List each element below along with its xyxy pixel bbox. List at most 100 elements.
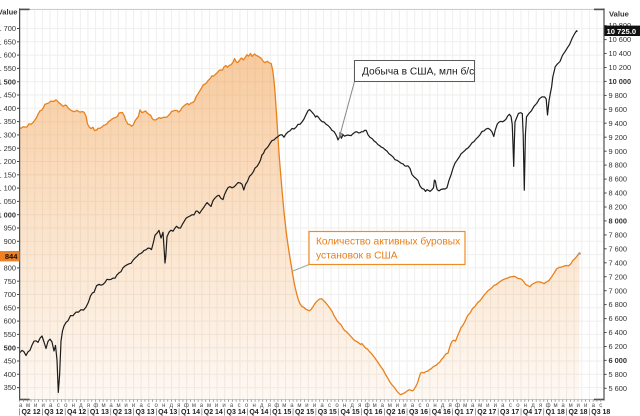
svg-text:ф: ф <box>455 403 460 409</box>
svg-text:|: | <box>201 409 203 416</box>
svg-text:|: | <box>247 409 249 416</box>
svg-text:10 200: 10 200 <box>609 63 632 72</box>
svg-text:450: 450 <box>4 357 16 366</box>
svg-text:м: м <box>569 403 573 409</box>
svg-text:н: н <box>433 403 436 409</box>
svg-text:Value: Value <box>609 10 629 19</box>
svg-text:|: | <box>269 409 271 416</box>
svg-text:9 000: 9 000 <box>609 147 628 156</box>
svg-text:Q3 16: Q3 16 <box>409 409 428 416</box>
svg-text:Q4 16: Q4 16 <box>432 409 451 416</box>
svg-text:|: | <box>155 409 157 416</box>
svg-text:Q1 17: Q1 17 <box>454 409 473 416</box>
svg-text:1 500: 1 500 <box>0 77 16 86</box>
svg-text:а: а <box>109 403 113 409</box>
svg-text:Q4 12: Q4 12 <box>67 409 86 416</box>
svg-text:|: | <box>566 409 568 416</box>
svg-text:н: н <box>72 403 75 409</box>
svg-text:6 200: 6 200 <box>609 342 628 351</box>
svg-text:Q3 12: Q3 12 <box>44 409 63 416</box>
svg-text:7 600: 7 600 <box>609 244 628 253</box>
svg-text:350: 350 <box>4 383 16 392</box>
svg-text:9 200: 9 200 <box>609 133 628 142</box>
svg-text:и: и <box>403 403 406 409</box>
svg-text:8 600: 8 600 <box>609 175 628 184</box>
svg-text:Q1 13: Q1 13 <box>90 409 109 416</box>
svg-text:8 800: 8 800 <box>609 161 628 170</box>
svg-text:600: 600 <box>4 317 16 326</box>
svg-text:9 400: 9 400 <box>609 119 628 128</box>
svg-text:а: а <box>200 403 204 409</box>
svg-text:900: 900 <box>4 237 16 246</box>
svg-text:ф: ф <box>93 403 98 409</box>
svg-text:о: о <box>64 403 68 409</box>
svg-text:ф: ф <box>365 403 370 409</box>
svg-text:н: н <box>524 403 527 409</box>
svg-text:д: д <box>441 403 445 409</box>
svg-text:|: | <box>383 409 385 416</box>
svg-text:500: 500 <box>4 343 16 352</box>
svg-text:Q2 13: Q2 13 <box>113 409 132 416</box>
svg-text:и: и <box>584 403 587 409</box>
svg-text:д: д <box>79 403 83 409</box>
svg-text:Q1 18: Q1 18 <box>546 409 565 416</box>
svg-text:Q2 17: Q2 17 <box>477 409 496 416</box>
svg-text:Количество активных буровых: Количество активных буровых <box>316 236 460 248</box>
svg-text:Q4 14: Q4 14 <box>249 409 268 416</box>
svg-text:Value: Value <box>0 8 18 17</box>
svg-text:о: о <box>516 403 520 409</box>
svg-text:и: и <box>42 403 45 409</box>
svg-text:1 100: 1 100 <box>0 184 16 193</box>
svg-text:Q2 18: Q2 18 <box>568 409 587 416</box>
svg-text:а: а <box>501 403 505 409</box>
svg-text:|: | <box>292 409 294 416</box>
svg-text:д: д <box>350 403 354 409</box>
svg-text:5 600: 5 600 <box>609 384 628 393</box>
svg-text:а: а <box>230 403 234 409</box>
svg-text:9 600: 9 600 <box>609 105 628 114</box>
svg-text:и: и <box>577 403 580 409</box>
svg-text:н: н <box>343 403 346 409</box>
svg-text:я: я <box>539 403 542 409</box>
svg-text:7 800: 7 800 <box>609 231 628 240</box>
svg-text:а: а <box>320 403 324 409</box>
svg-text:Q3 13: Q3 13 <box>135 409 154 416</box>
svg-text:с: с <box>147 403 150 409</box>
svg-text:Q4 13: Q4 13 <box>158 409 177 416</box>
svg-text:м: м <box>463 403 467 409</box>
svg-text:и: и <box>34 403 37 409</box>
svg-text:400: 400 <box>4 370 16 379</box>
svg-text:1 300: 1 300 <box>0 131 16 140</box>
svg-text:ф: ф <box>184 403 189 409</box>
svg-text:а: а <box>19 403 23 409</box>
svg-text:а: а <box>290 403 294 409</box>
svg-text:Q3 18: Q3 18 <box>591 409 610 416</box>
svg-text:|: | <box>87 409 89 416</box>
svg-text:с: с <box>509 403 512 409</box>
svg-text:10 400: 10 400 <box>609 49 632 58</box>
svg-text:8 000: 8 000 <box>609 217 628 226</box>
svg-text:м: м <box>26 403 30 409</box>
svg-text:1 350: 1 350 <box>0 117 16 126</box>
svg-text:1 550: 1 550 <box>0 64 16 73</box>
svg-text:|: | <box>338 409 340 416</box>
svg-text:Q2 12: Q2 12 <box>21 409 40 416</box>
svg-text:|: | <box>474 409 476 416</box>
svg-text:Q1 15: Q1 15 <box>272 409 291 416</box>
svg-text:ф: ф <box>546 403 551 409</box>
svg-text:1 650: 1 650 <box>0 37 16 46</box>
svg-text:800: 800 <box>4 264 16 273</box>
svg-text:Q3 15: Q3 15 <box>318 409 337 416</box>
svg-text:1 000: 1 000 <box>0 210 16 219</box>
svg-text:и: и <box>396 403 399 409</box>
svg-text:м: м <box>117 403 121 409</box>
svg-text:1 150: 1 150 <box>0 170 16 179</box>
svg-text:м: м <box>282 403 286 409</box>
svg-text:ф: ф <box>274 403 279 409</box>
svg-text:|: | <box>19 409 21 416</box>
svg-text:Q3 14: Q3 14 <box>227 409 246 416</box>
svg-text:и: и <box>486 403 489 409</box>
svg-text:Q4 17: Q4 17 <box>523 409 542 416</box>
svg-text:650: 650 <box>4 303 16 312</box>
svg-text:8 400: 8 400 <box>609 189 628 198</box>
